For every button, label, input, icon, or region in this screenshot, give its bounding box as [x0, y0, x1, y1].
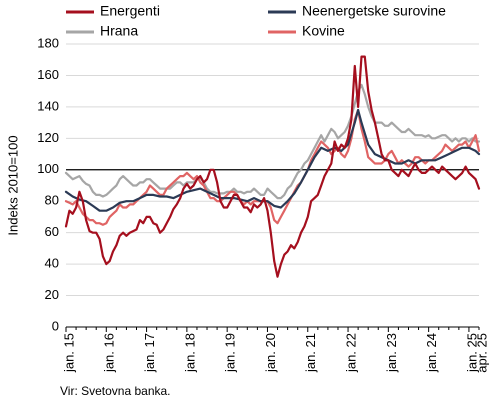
x-tick-label: jan. 23	[384, 333, 399, 373]
x-tick-label: jan. 25	[464, 333, 479, 373]
y-axis-ticks: 0 20 40 60 80 100 120 140 160 180	[37, 35, 59, 333]
legend: Energenti Neenergetske surovine Hrana Kovin…	[66, 3, 446, 39]
y-axis-label: Indeks 2010=100	[5, 135, 20, 235]
x-tick-label: jan. 18	[182, 333, 197, 373]
y-tick-label: 160	[37, 67, 59, 82]
x-tick-label: jan. 16	[102, 333, 117, 373]
y-tick-label: 80	[45, 193, 59, 208]
series-line-hrana	[64, 83, 481, 200]
y-tick-label: 40	[45, 256, 59, 271]
series-line-energenti	[64, 55, 481, 278]
x-tick-label: jan. 24	[424, 333, 439, 373]
x-tick-label: jan. 15	[61, 333, 76, 373]
x-tick-label: jan. 17	[142, 333, 157, 373]
y-tick-label: 20	[45, 287, 59, 302]
x-tick-label: jan. 20	[263, 333, 278, 373]
gridlines	[66, 43, 479, 328]
y-tick-label: 180	[37, 35, 59, 50]
series-lines	[64, 55, 481, 278]
legend-label: Energenti	[100, 3, 160, 19]
y-tick-label: 60	[45, 224, 59, 239]
legend-label: Neenergetske surovine	[302, 3, 446, 19]
series-line-kovine	[64, 108, 481, 226]
source-note: Vir: Svetovna banka.	[60, 384, 171, 398]
series-line-neenergetske-surovine	[64, 108, 481, 212]
x-tick-label: apr. 25	[474, 333, 489, 373]
legend-label: Hrana	[100, 23, 138, 39]
x-tick-label: jan. 21	[303, 333, 318, 373]
y-tick-label: 100	[37, 161, 59, 176]
x-axis: jan. 15 jan. 16 jan. 17 jan. 18 jan. 19 jan. …	[61, 326, 489, 373]
x-tick-label: jan. 19	[223, 333, 238, 373]
y-tick-label: 0	[52, 318, 59, 333]
x-tick-label: jan. 22	[343, 333, 358, 373]
y-tick-label: 140	[37, 98, 59, 113]
legend-label: Kovine	[302, 23, 345, 39]
y-tick-label: 120	[37, 130, 59, 145]
